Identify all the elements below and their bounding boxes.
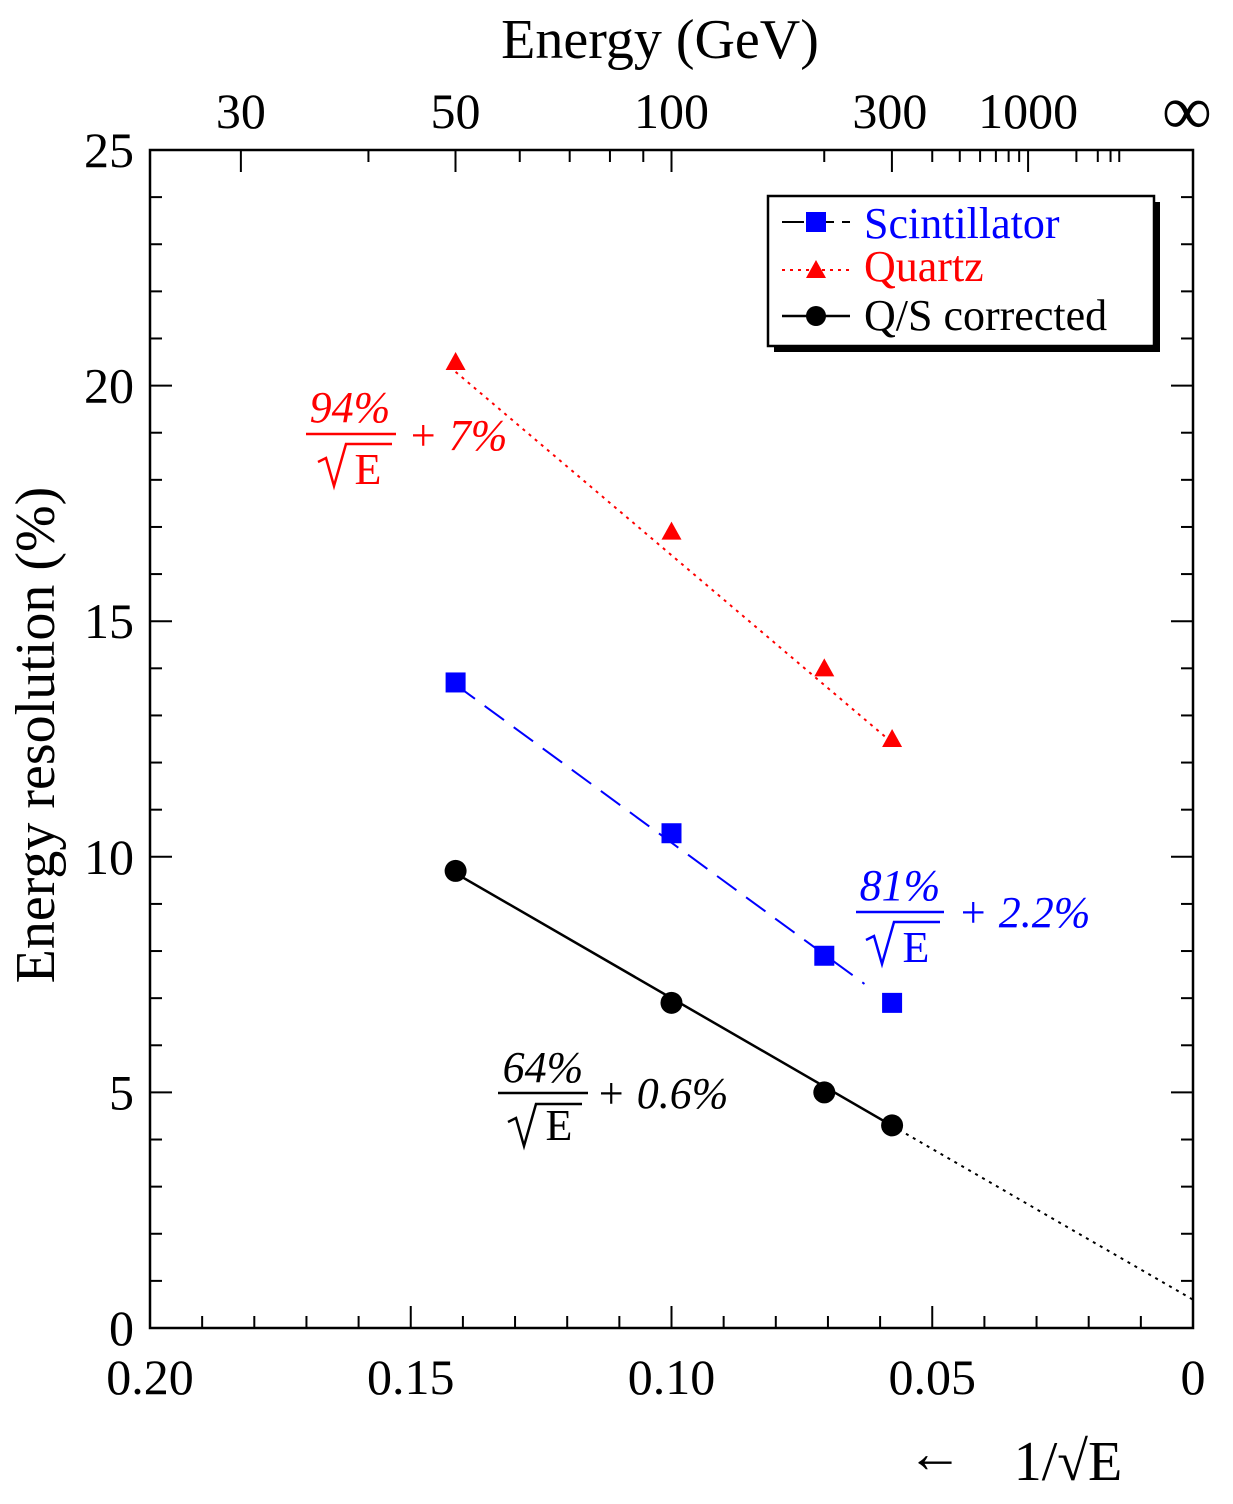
legend-item-scintillator: Scintillator bbox=[782, 199, 1060, 248]
data-point-square bbox=[661, 823, 682, 844]
bottom-axis-arrow: ← bbox=[907, 1423, 963, 1485]
axis-ticks: 0.20 0.15 0.10 0.05 0 0 5 10 15 20 25 30 50 100 300 100… bbox=[84, 73, 1212, 1405]
x-tick-label: 0.10 bbox=[628, 1349, 716, 1405]
quartz-fit-constant: + 7% bbox=[408, 411, 507, 460]
data-point-triangle bbox=[814, 658, 835, 677]
legend-corrected-label: Q/S corrected bbox=[864, 291, 1107, 340]
quartz-fit-annotation: 94% E + 7% bbox=[306, 383, 507, 494]
data-point-triangle bbox=[661, 521, 682, 540]
scintillator-fit-numerator: 81% bbox=[860, 861, 941, 910]
legend-scintillator-square-icon bbox=[806, 212, 826, 232]
x-tick-label: 0.20 bbox=[106, 1349, 194, 1405]
scintillator-sqrt-icon bbox=[865, 920, 940, 969]
data-markers bbox=[444, 352, 904, 1137]
corrected-fit-numerator: 64% bbox=[503, 1043, 584, 1092]
top-tick-label: 300 bbox=[852, 83, 927, 139]
scintillator-fit-denominator: E bbox=[903, 923, 930, 972]
x-tick-label: 0.15 bbox=[367, 1349, 455, 1405]
legend-item-quartz: Quartz bbox=[782, 242, 984, 291]
y-tick-label: 25 bbox=[84, 122, 134, 178]
data-point-circle bbox=[813, 1081, 836, 1104]
legend: Scintillator Quartz Q/S corrected bbox=[766, 194, 1160, 352]
corrected-fit-annotation: 64% E + 0.6% bbox=[498, 1043, 728, 1151]
corrected-sqrt-icon bbox=[507, 1102, 582, 1151]
y-tick-label: 10 bbox=[84, 829, 134, 885]
y-tick-label: 0 bbox=[109, 1300, 134, 1356]
bottom-axis-title: 1/√E bbox=[1014, 1431, 1123, 1493]
top-tick-label: 1000 bbox=[978, 83, 1078, 139]
legend-corrected-circle-icon bbox=[806, 306, 826, 326]
data-point-square bbox=[882, 992, 903, 1013]
legend-item-corrected: Q/S corrected bbox=[782, 291, 1107, 340]
fit-line-scintillator bbox=[455, 683, 866, 985]
top-tick-label: 100 bbox=[634, 83, 709, 139]
quartz-sqrt-icon bbox=[317, 442, 392, 491]
corrected-fit-denominator: E bbox=[546, 1101, 573, 1150]
x-tick-label: 0 bbox=[1181, 1349, 1206, 1405]
corrected-fit-constant: + 0.6% bbox=[596, 1069, 728, 1118]
y-axis-title: Energy resolution (%) bbox=[5, 487, 67, 984]
quartz-fit-denominator: E bbox=[355, 445, 382, 494]
scintillator-fit-constant: + 2.2% bbox=[958, 888, 1090, 937]
top-axis-title: Energy (GeV) bbox=[501, 9, 819, 71]
quartz-fit-numerator: 94% bbox=[310, 383, 391, 432]
y-tick-label: 20 bbox=[84, 358, 134, 414]
plot-frame bbox=[148, 148, 1195, 1330]
top-tick-label: 50 bbox=[430, 83, 480, 139]
y-tick-label: 15 bbox=[84, 593, 134, 649]
top-tick-label: ∞ bbox=[1162, 73, 1212, 150]
legend-quartz-triangle-icon bbox=[806, 260, 826, 278]
x-tick-label: 0.05 bbox=[889, 1349, 977, 1405]
data-point-square bbox=[445, 672, 466, 693]
data-point-circle bbox=[881, 1114, 904, 1137]
top-tick-label: 30 bbox=[216, 83, 266, 139]
data-point-square bbox=[814, 945, 835, 966]
scintillator-fit-annotation: 81% E + 2.2% bbox=[856, 861, 1090, 972]
legend-scintillator-label: Scintillator bbox=[864, 199, 1060, 248]
data-point-triangle bbox=[445, 352, 466, 371]
data-point-circle bbox=[444, 859, 467, 882]
data-point-triangle bbox=[882, 729, 903, 747]
fit-extrapolation-line bbox=[891, 1124, 1194, 1301]
legend-quartz-label: Quartz bbox=[864, 242, 984, 291]
data-point-circle bbox=[660, 991, 683, 1014]
y-tick-label: 5 bbox=[109, 1064, 134, 1120]
